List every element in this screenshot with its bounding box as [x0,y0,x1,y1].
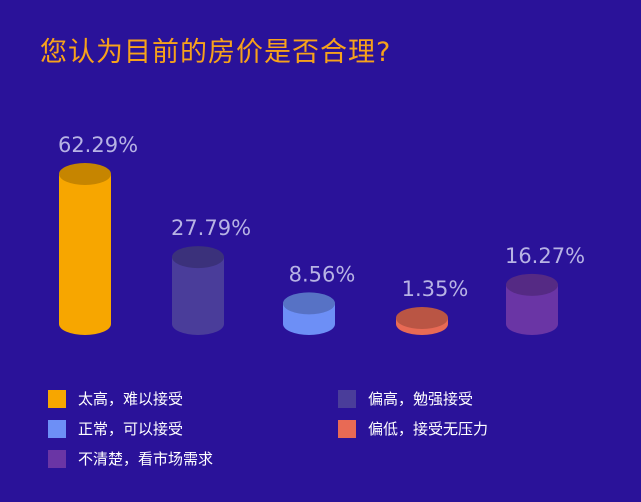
legend-swatch [48,449,66,468]
data-label-unclear: 16.27% [505,244,585,268]
bar-low [396,307,448,335]
data-label-slightly-high: 27.79% [171,216,251,240]
legend-label: 太高，难以接受 [78,390,184,408]
data-label-normal: 8.56% [289,262,356,286]
legend-label: 正常，可以接受 [78,420,184,438]
legend-label: 偏高，勉强接受 [368,390,474,408]
bar-slightly-high [172,246,224,335]
bar-top [396,307,448,329]
bar-body [172,257,224,324]
data-label-low: 1.35% [402,277,469,301]
bar-top [59,163,111,185]
legend-item-slightly-high: 偏高，勉强接受 [338,388,473,409]
chart-title: 您认为目前的房价是否合理? [40,37,392,68]
legend-swatch [48,419,66,438]
legend-item-too-high: 太高，难以接受 [48,388,183,409]
legend-item-low: 偏低，接受无压力 [338,418,488,439]
legend-item-normal: 正常，可以接受 [48,418,183,439]
bar-too-high [59,163,111,335]
bar-chart: 62.29% 27.79% 8.56% 1.35% 16.27% [58,133,585,335]
bar-top [172,246,224,269]
bar-top [283,292,335,315]
bar-body [59,174,111,324]
legend-swatch [338,389,356,408]
legend-item-unclear: 不清楚，看市场需求 [48,448,213,469]
legend-label: 偏低，接受无压力 [368,420,489,438]
data-label-too-high: 62.29% [58,133,138,157]
bar-normal [283,292,335,335]
legend-label: 不清楚，看市场需求 [78,450,214,468]
legend-swatch [48,389,66,408]
bar-top [506,273,558,296]
legend-swatch [338,419,356,438]
bar-unclear [506,273,558,335]
